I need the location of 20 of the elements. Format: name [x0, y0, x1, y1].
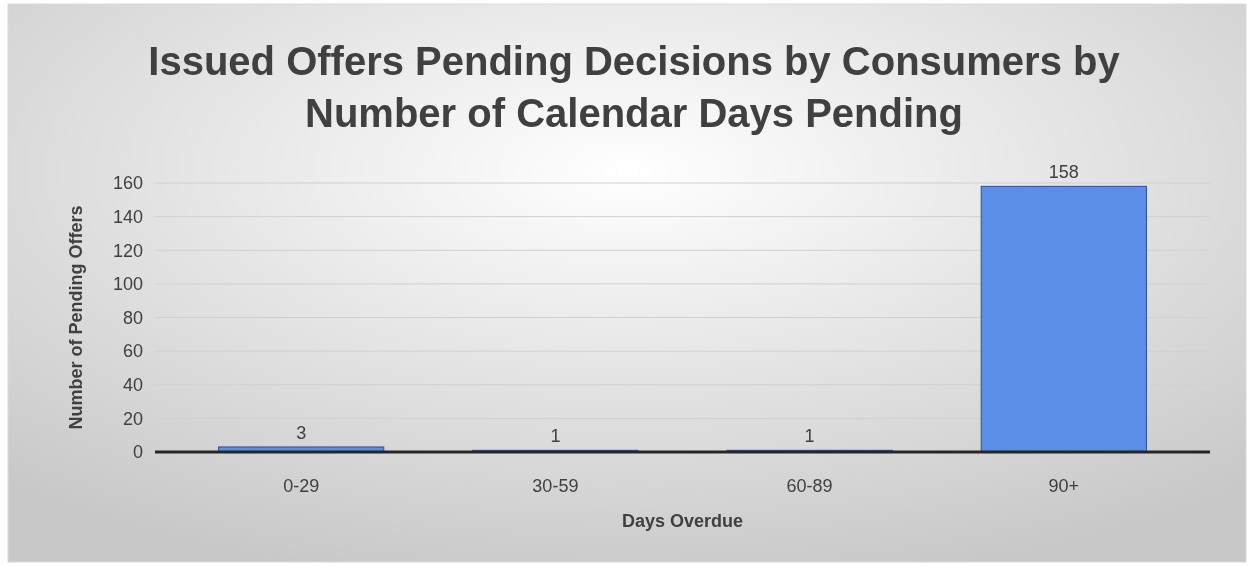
y-tick-label: 120: [112, 240, 143, 261]
x-tick-label: 30-59: [532, 476, 579, 496]
x-tick-label: 60-89: [786, 476, 833, 496]
y-tick-label: 140: [112, 206, 143, 227]
y-tick-label: 160: [112, 173, 143, 194]
y-tick-label: 80: [122, 307, 143, 328]
y-tick-label: 0: [132, 442, 143, 463]
data-label: 1: [804, 426, 815, 447]
y-tick-label: 100: [112, 274, 143, 295]
x-axis-title: Days Overdue: [621, 511, 744, 531]
x-tick-label: 90+: [1048, 476, 1080, 496]
x-tick-label: 0-29: [283, 476, 320, 496]
y-tick-label: 40: [122, 375, 143, 396]
chart-title: Issued Offers Pending Decisions by Consumers by Number of Calendar Days Pending: [148, 39, 1121, 135]
data-label: 158: [1048, 162, 1079, 183]
data-label: 3: [296, 422, 307, 443]
y-tick-label: 60: [122, 341, 143, 362]
y-tick-label: 20: [122, 408, 143, 429]
data-label: 1: [550, 426, 561, 447]
y-axis-title: Number of Pending Offers: [66, 205, 86, 430]
